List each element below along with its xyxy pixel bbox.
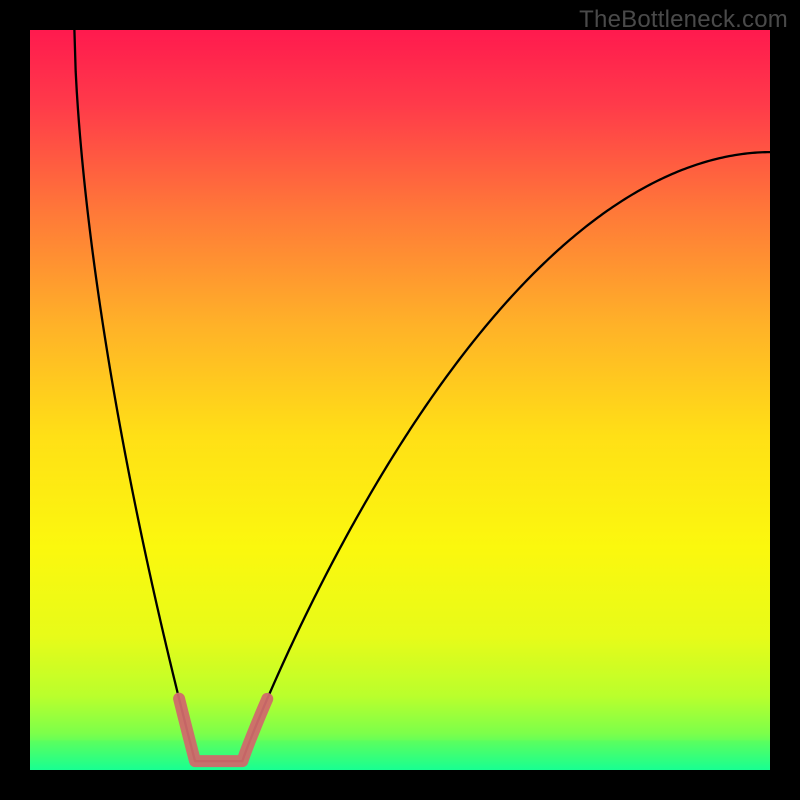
frame-right	[770, 0, 800, 800]
frame-bottom	[0, 770, 800, 800]
plot-bottom-green-band	[30, 740, 770, 770]
bottleneck-curve-plot	[0, 0, 800, 800]
frame-left	[0, 0, 30, 800]
watermark-text: TheBottleneck.com	[579, 6, 788, 34]
plot-background-gradient	[30, 30, 770, 770]
